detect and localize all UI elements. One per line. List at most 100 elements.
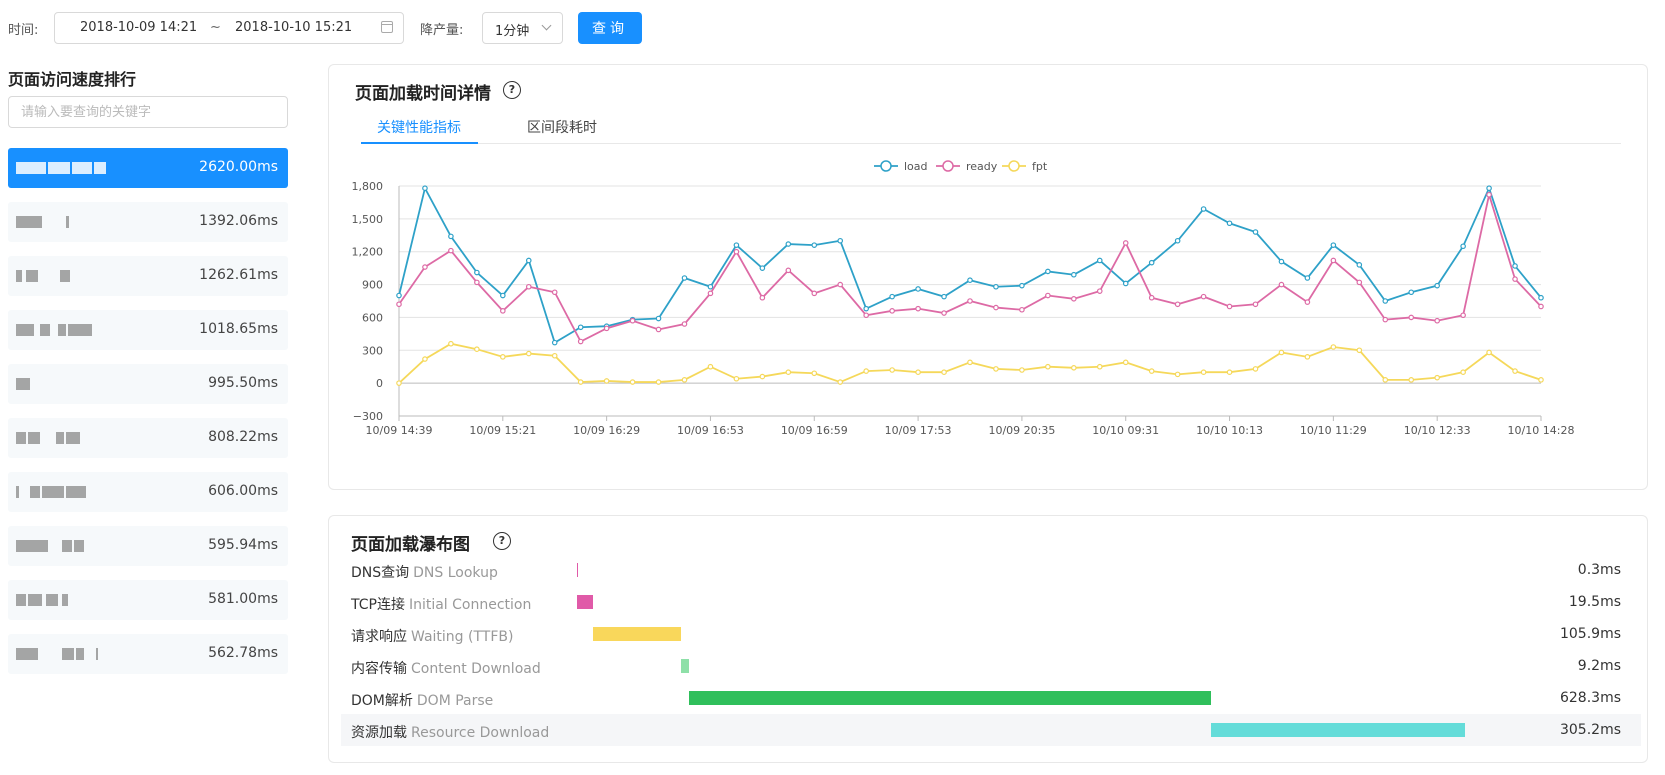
waterfall-label-zh: DNS查询: [351, 565, 410, 581]
data-point-load: [396, 292, 402, 299]
legend-marker-fpt: [1008, 160, 1020, 172]
data-point-fpt: [474, 346, 480, 352]
waterfall-value: 19.5ms: [1568, 594, 1621, 610]
help-icon[interactable]: ?: [493, 532, 511, 550]
x-tick-label: 10/10 10:13: [1196, 424, 1263, 437]
query-button[interactable]: 查询: [578, 12, 642, 44]
data-point-fpt: [889, 367, 895, 373]
waterfall-label-en: Waiting (TTFB): [411, 629, 514, 645]
waterfall-label-zh: DOM解析: [351, 693, 413, 709]
detail-tabs: 关键性能指标 区间段耗时: [361, 107, 1621, 144]
data-point-ready: [863, 312, 869, 319]
series-line-load: [398, 185, 1542, 344]
data-point-fpt: [759, 373, 766, 380]
legend-label-ready: ready: [966, 160, 998, 173]
ranking-item[interactable]: 606.00ms: [8, 472, 288, 512]
x-tick-label: 10/09 15:21: [469, 424, 536, 437]
data-point-fpt: [1330, 344, 1337, 350]
end-time-input[interactable]: 2018-10-10 15:21: [235, 20, 353, 35]
y-tick-label: 1,800: [352, 180, 384, 193]
data-point-ready: [707, 290, 714, 297]
data-point-load: [993, 283, 999, 290]
waterfall-value: 9.2ms: [1577, 658, 1621, 674]
x-tick-label: 10/09 20:35: [988, 424, 1055, 437]
data-point-fpt: [448, 340, 454, 347]
data-point-ready: [1356, 279, 1363, 286]
help-icon[interactable]: ?: [503, 81, 521, 99]
data-point-ready: [1045, 292, 1051, 299]
data-point-load: [1486, 185, 1492, 191]
data-point-ready: [655, 326, 662, 333]
ranking-item[interactable]: 995.50ms: [8, 364, 288, 404]
waterfall-label: 内容传输 Content Download: [351, 658, 541, 678]
date-range-picker[interactable]: 2018-10-09 14:21 ~ 2018-10-10 15:21: [54, 12, 404, 44]
data-point-load: [1096, 257, 1103, 264]
data-point-ready: [1304, 299, 1311, 305]
data-point-ready: [1071, 296, 1077, 302]
detail-title: 页面加载时间详情: [355, 84, 491, 104]
data-point-fpt: [967, 359, 973, 366]
granularity-select[interactable]: 1分钟: [482, 12, 563, 44]
ranking-item[interactable]: 1018.65ms: [8, 310, 288, 350]
ranking-item[interactable]: 1392.06ms: [8, 202, 288, 242]
data-point-fpt: [681, 377, 688, 383]
keyword-search-input[interactable]: [8, 96, 288, 128]
data-point-fpt: [1460, 369, 1466, 375]
data-point-ready: [1252, 301, 1259, 308]
data-point-fpt: [551, 352, 558, 359]
data-point-fpt: [1071, 365, 1077, 371]
y-tick-label: 1,200: [352, 246, 384, 259]
waterfall-label-en: DNS Lookup: [413, 565, 498, 581]
waterfall-title: 页面加载瀑布图: [351, 535, 470, 555]
data-point-fpt: [1200, 369, 1207, 375]
data-point-load: [1382, 298, 1389, 304]
data-point-fpt: [811, 370, 818, 377]
ranking-item[interactable]: 581.00ms: [8, 580, 288, 620]
data-point-fpt: [629, 379, 636, 385]
data-point-load: [448, 233, 454, 240]
data-point-ready: [1148, 294, 1155, 301]
ranking-value: 1262.61ms: [199, 267, 278, 283]
tab-key-metrics[interactable]: 关键性能指标: [377, 120, 461, 136]
ranking-item[interactable]: 562.78ms: [8, 634, 288, 674]
ranking-item[interactable]: 595.94ms: [8, 526, 288, 566]
ranking-item[interactable]: 1262.61ms: [8, 256, 288, 296]
data-point-fpt: [577, 379, 584, 385]
data-point-fpt: [1174, 371, 1181, 378]
data-point-ready: [1174, 301, 1181, 308]
data-point-load: [1460, 243, 1466, 250]
data-point-fpt: [1538, 377, 1544, 383]
waterfall-label-en: DOM Parse: [416, 693, 494, 709]
data-point-ready: [422, 264, 428, 270]
waterfall-label: 请求响应 Waiting (TTFB): [351, 626, 513, 646]
x-tick-label: 10/10 09:31: [1092, 424, 1159, 437]
data-point-ready: [1538, 303, 1544, 310]
data-point-load: [941, 293, 947, 300]
calendar-icon[interactable]: [381, 21, 393, 33]
waterfall-bar: [689, 691, 1212, 705]
ranking-value: 808.22ms: [208, 429, 278, 445]
data-point-ready: [500, 308, 506, 314]
data-point-load: [837, 237, 844, 244]
data-point-ready: [448, 247, 454, 254]
data-point-fpt: [1304, 354, 1311, 360]
waterfall-value: 105.9ms: [1559, 626, 1621, 642]
start-time-input[interactable]: 2018-10-09 14:21: [80, 20, 198, 35]
data-point-load: [1174, 237, 1181, 244]
data-point-load: [733, 242, 740, 248]
waterfall-label-zh: 资源加载: [351, 725, 407, 741]
ranking-item[interactable]: 808.22ms: [8, 418, 288, 458]
data-point-ready: [941, 310, 947, 316]
x-tick-label: 10/09 16:59: [781, 424, 848, 437]
tab-interval-cost[interactable]: 区间段耗时: [527, 120, 597, 136]
data-point-load: [1148, 259, 1155, 266]
data-point-load: [422, 185, 428, 191]
data-point-fpt: [863, 368, 869, 374]
data-point-fpt: [733, 375, 740, 382]
data-point-load: [655, 315, 662, 322]
data-point-load: [500, 292, 506, 299]
data-point-fpt: [1019, 367, 1025, 373]
ranking-item[interactable]: 2620.00ms: [8, 148, 288, 188]
data-point-load: [1226, 220, 1233, 227]
active-tab-indicator: [361, 142, 478, 144]
